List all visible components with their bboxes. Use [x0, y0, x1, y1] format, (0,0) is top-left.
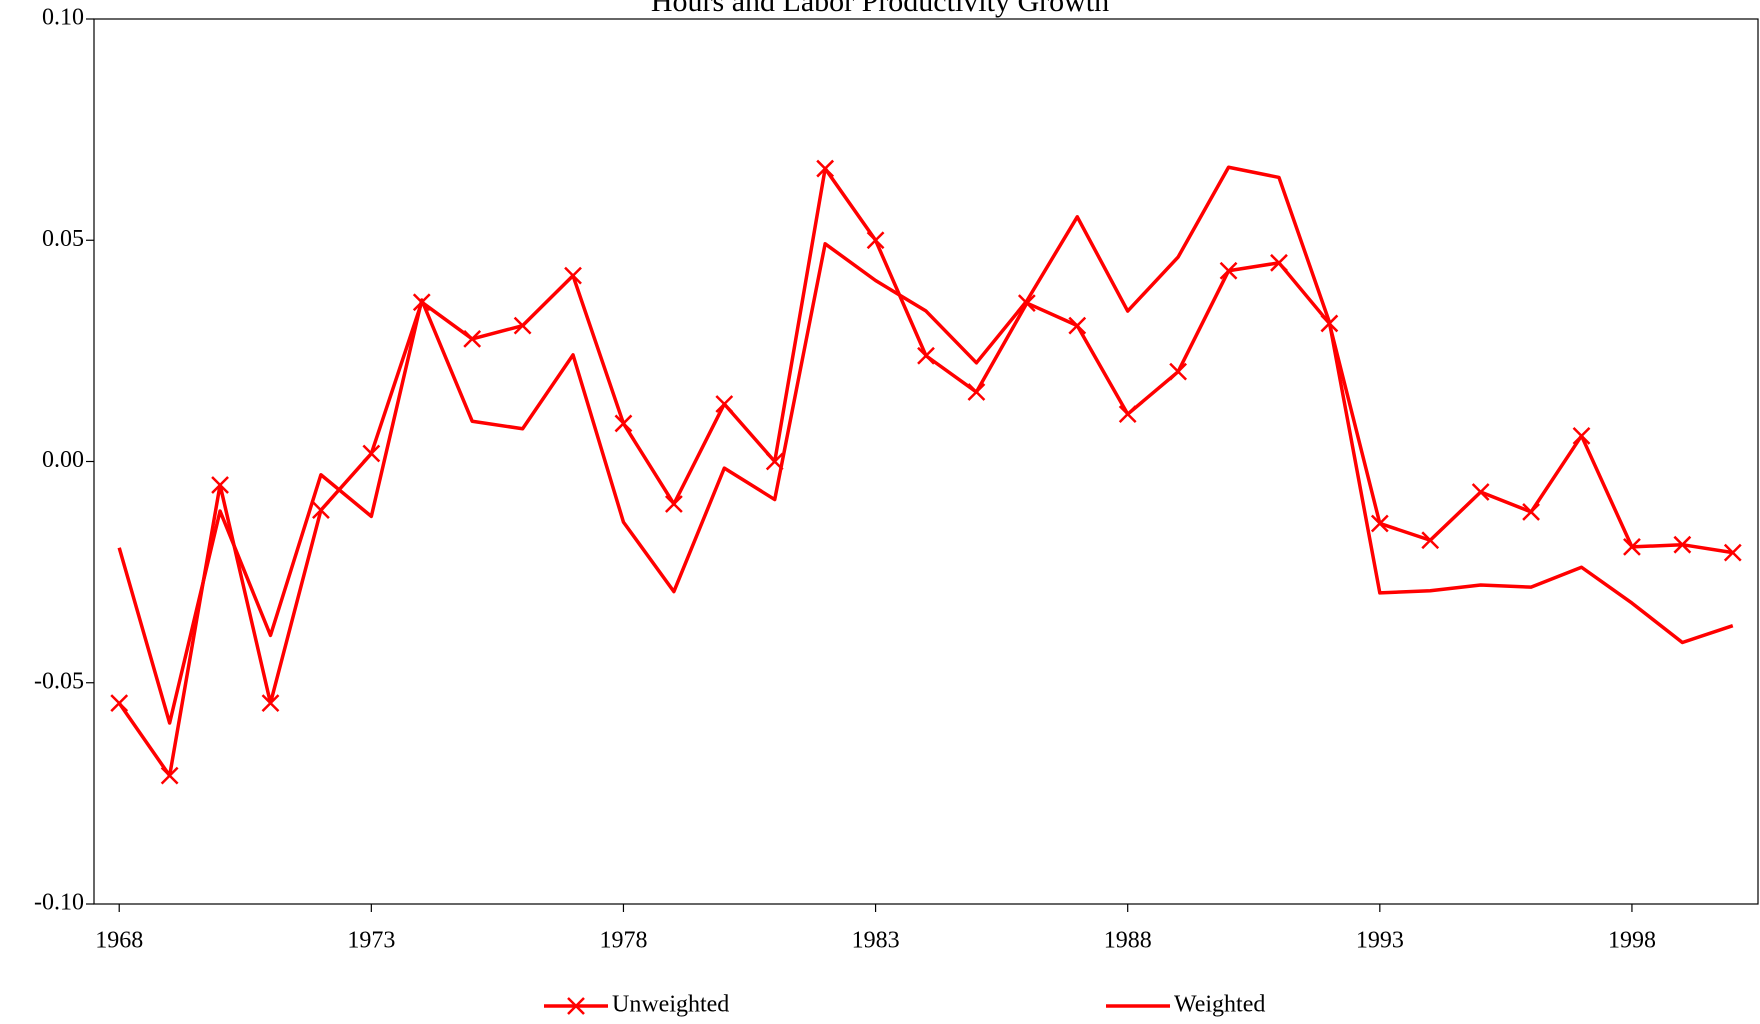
- marker: [312, 501, 330, 520]
- marker: [614, 414, 633, 433]
- marker: [567, 997, 585, 1015]
- x-tick-label: 1998: [1608, 928, 1656, 954]
- x-tick-label: 1993: [1356, 928, 1404, 954]
- marker: [362, 444, 381, 463]
- legend-label: Unweighted: [612, 992, 729, 1018]
- marker: [1169, 362, 1188, 381]
- line: [117, 165, 1734, 725]
- marker: [160, 766, 179, 785]
- marker: [1270, 253, 1288, 272]
- legend: Unweighted Weighted: [544, 992, 1265, 1018]
- line: [117, 166, 1734, 778]
- marker: [261, 694, 280, 712]
- y-tick-label: 0.10: [42, 5, 84, 31]
- marker: [1723, 543, 1742, 562]
- marker: [1118, 405, 1137, 424]
- marker: [1522, 503, 1540, 521]
- legend-label: Weighted: [1174, 992, 1265, 1018]
- marker: [513, 316, 532, 335]
- marker: [463, 330, 482, 348]
- chart-title: Hours and Labor Productivity Growth: [651, 0, 1109, 18]
- marker: [816, 159, 835, 178]
- x-tick-label: 1983: [852, 928, 900, 954]
- marker: [1219, 261, 1238, 280]
- x-tick-label: 1978: [599, 928, 647, 954]
- marker: [1673, 535, 1692, 554]
- marker: [866, 231, 885, 250]
- y-tick-label: -0.05: [34, 668, 84, 694]
- marker: [664, 495, 683, 513]
- marker: [1471, 483, 1490, 501]
- marker: [917, 346, 935, 365]
- marker: [564, 266, 582, 285]
- y-tick-label: 0.00: [42, 447, 84, 473]
- series: [110, 159, 1742, 785]
- marker: [715, 395, 734, 413]
- marker: [1068, 316, 1087, 335]
- y-tick-label: -0.10: [34, 890, 84, 916]
- marker: [211, 476, 229, 494]
- x-tick-label: 1968: [95, 928, 143, 954]
- y-tick-label: 0.05: [42, 226, 84, 252]
- marker: [967, 383, 986, 401]
- x-tick-label: 1973: [347, 928, 395, 954]
- series: [117, 165, 1734, 725]
- x-tick-label: 1988: [1104, 928, 1152, 954]
- plot-frame: [93, 18, 1759, 905]
- marker: [1421, 531, 1440, 550]
- marker: [1572, 426, 1591, 445]
- marker: [1370, 514, 1389, 533]
- marker: [110, 694, 129, 712]
- marker: [1623, 538, 1641, 556]
